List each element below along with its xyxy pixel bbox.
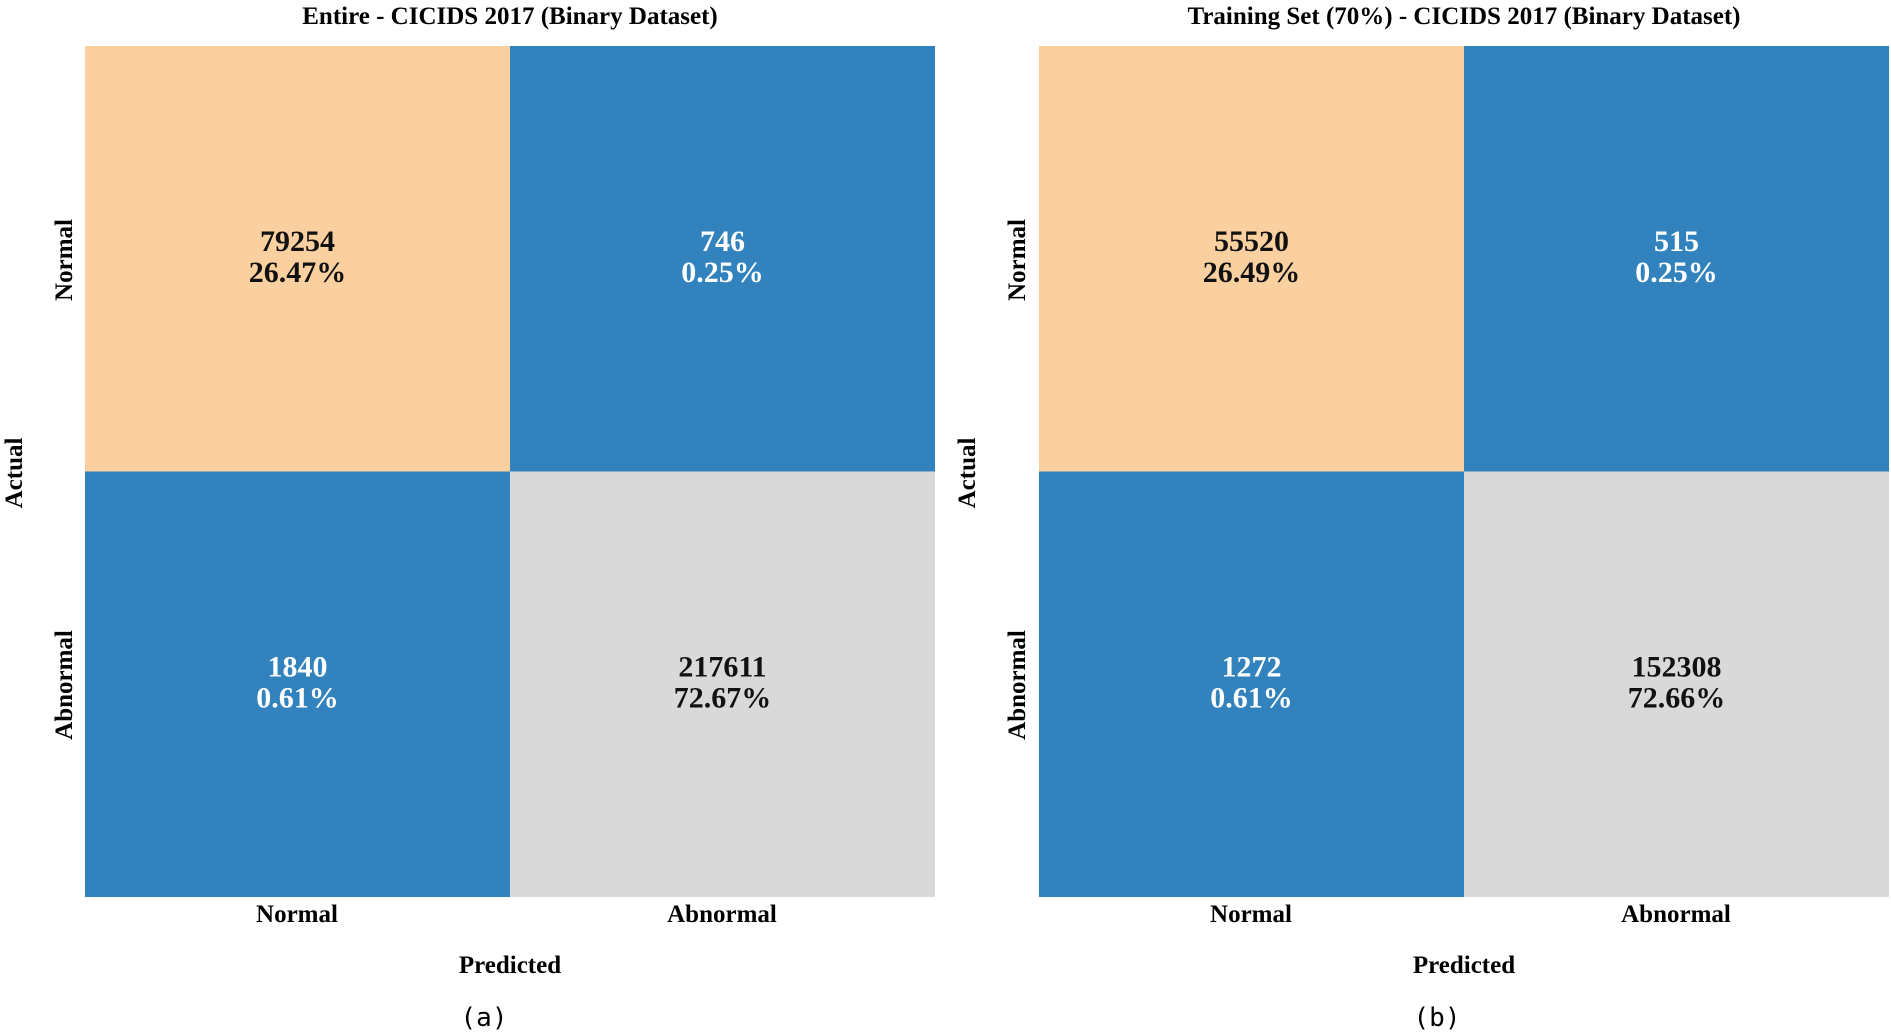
- panel-b-cell-count-abnormal-abnormal: 152308: [1632, 650, 1722, 683]
- panel-a-cell-count-normal-normal: 79254: [260, 225, 335, 258]
- panel-b-cell-abnormal-abnormal: [1464, 471, 1889, 897]
- panel-a-cell-percent-normal-normal: 26.47%: [249, 256, 347, 289]
- panel-a-cell-abnormal-normal: [85, 471, 510, 897]
- panel-a-title: Entire - CICIDS 2017 (Binary Dataset): [302, 3, 718, 30]
- panel-a-y-tick-normal: Normal: [51, 219, 78, 301]
- panel-b-x-tick-abnormal: Abnormal: [1621, 901, 1731, 928]
- panel-b-y-tick-normal: Normal: [1004, 219, 1031, 301]
- panel-b-cell-percent-normal-normal: 26.49%: [1203, 256, 1301, 289]
- panel-b-cell-abnormal-normal: [1039, 471, 1464, 897]
- panel-a-cell-count-abnormal-abnormal: 217611: [678, 650, 766, 683]
- panel-b-cell-percent-abnormal-abnormal: 72.66%: [1628, 681, 1726, 714]
- panel-b-cell-percent-abnormal-normal: 0.61%: [1210, 681, 1293, 714]
- panel-b-cell-normal-abnormal: [1464, 46, 1889, 472]
- panel-a-y-tick-abnormal: Abnormal: [51, 630, 78, 740]
- panel-b-cell-percent-normal-abnormal: 0.25%: [1635, 256, 1718, 289]
- panel-b-xlabel: Predicted: [1413, 952, 1515, 979]
- panel-a-caption: (a): [461, 1003, 508, 1033]
- panel-b-y-tick-abnormal: Abnormal: [1004, 630, 1031, 740]
- panel-b-caption: (b): [1414, 1003, 1461, 1033]
- panel-b-cell-count-normal-abnormal: 515: [1654, 225, 1699, 258]
- panel-a-cell-abnormal-abnormal: [510, 471, 935, 897]
- confusion-matrix-panel-a: Entire - CICIDS 2017 (Binary Dataset) 79…: [1, 3, 935, 1033]
- panel-b-cell-normal-normal: [1039, 46, 1464, 472]
- panel-a-cell-percent-abnormal-abnormal: 72.67%: [674, 681, 772, 714]
- panel-a-cell-count-normal-abnormal: 746: [700, 225, 745, 258]
- panel-b-x-tick-normal: Normal: [1210, 901, 1292, 928]
- confusion-matrix-panel-b: Training Set (70%) - CICIDS 2017 (Binary…: [954, 3, 1889, 1033]
- panel-a-cell-normal-abnormal: [510, 46, 935, 472]
- panel-a-cell-normal-normal: [85, 46, 510, 472]
- panel-a-cell-percent-normal-abnormal: 0.25%: [681, 256, 764, 289]
- panel-a-cell-percent-abnormal-normal: 0.61%: [256, 681, 339, 714]
- panel-b-cell-count-abnormal-normal: 1272: [1222, 650, 1282, 683]
- panel-a-xlabel: Predicted: [459, 952, 561, 979]
- panel-a-ylabel: Actual: [1, 438, 28, 509]
- panel-a-x-tick-abnormal: Abnormal: [667, 901, 777, 928]
- panel-b-ylabel: Actual: [954, 438, 981, 509]
- panel-b-cell-count-normal-normal: 55520: [1214, 225, 1289, 258]
- panel-a-x-tick-normal: Normal: [256, 901, 338, 928]
- panel-a-cell-count-abnormal-normal: 1840: [268, 650, 328, 683]
- panel-b-title: Training Set (70%) - CICIDS 2017 (Binary…: [1188, 3, 1741, 30]
